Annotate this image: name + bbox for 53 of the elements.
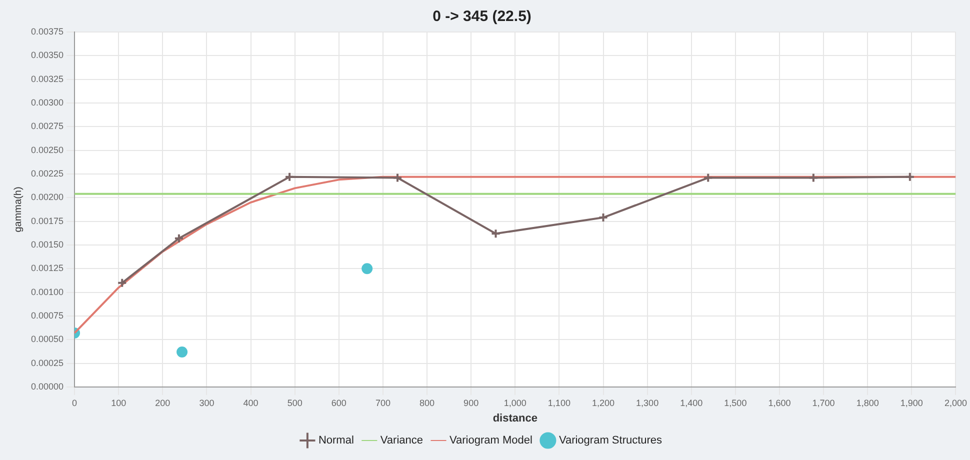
x-tick-label: 400 xyxy=(243,398,258,408)
point xyxy=(174,233,184,244)
y-axis-title: gamma(h) xyxy=(12,186,24,232)
x-tick-label: 1,200 xyxy=(592,398,615,408)
x-tick-label: 0 xyxy=(72,398,78,408)
y-tick-label: 0.00250 xyxy=(30,144,64,155)
y-tick-label: 0.00300 xyxy=(30,97,64,108)
x-tick-label: 500 xyxy=(287,398,302,408)
y-tick-label: 0.00175 xyxy=(30,216,64,226)
y-tick-label: 0.00150 xyxy=(30,239,64,250)
legend-label: Variogram Structures xyxy=(558,434,663,447)
x-tick-label: 1,800 xyxy=(856,398,879,408)
y-tick-label: 0.00000 xyxy=(30,381,64,392)
x-tick-label: 900 xyxy=(464,398,479,408)
x-tick-label: 100 xyxy=(111,398,126,408)
y-tick-label: 0.00375 xyxy=(30,26,64,36)
x-tick-label: 1,900 xyxy=(900,398,923,408)
y-tick-label: 0.00025 xyxy=(30,358,64,368)
chart-title: 0 -> 345 (22.5) xyxy=(432,8,532,26)
x-tick-label: 1,600 xyxy=(768,398,791,408)
x-tick-label: 1,700 xyxy=(812,398,835,408)
point xyxy=(392,172,402,183)
point xyxy=(284,172,295,182)
x-tick-label: 1,300 xyxy=(636,398,659,408)
x-tick-label: 600 xyxy=(331,398,346,408)
x-tick-label: 1,000 xyxy=(504,398,526,408)
x-tick-label: 1,500 xyxy=(724,398,747,408)
y-tick-label: 0.00275 xyxy=(30,121,64,132)
point xyxy=(362,263,373,274)
y-tick-label: 0.00350 xyxy=(30,50,64,60)
x-tick-label: 300 xyxy=(199,398,214,408)
x-tick-label: 800 xyxy=(420,398,435,408)
legend-label: Variance xyxy=(380,434,424,447)
x-tick-label: 1,100 xyxy=(548,398,570,408)
y-tick-label: 0.00125 xyxy=(30,263,64,274)
y-tick-label: 0.00200 xyxy=(30,192,64,202)
x-tick-label: 1,400 xyxy=(680,398,703,408)
y-tick-label: 0.00050 xyxy=(30,334,64,344)
point xyxy=(490,228,501,239)
y-tick-label: 0.00075 xyxy=(30,310,64,320)
x-tick-label: 700 xyxy=(375,398,390,408)
y-tick-label: 0.00225 xyxy=(30,168,64,178)
legend-label: Variogram Model xyxy=(450,434,532,447)
y-tick-label: 0.00100 xyxy=(30,286,64,297)
point xyxy=(598,212,608,223)
y-tick-label: 0.00325 xyxy=(30,74,64,84)
x-tick-label: 2,000 xyxy=(944,398,968,408)
point xyxy=(808,172,818,183)
x-axis-title: distance xyxy=(492,412,538,424)
point xyxy=(703,172,714,183)
point xyxy=(176,346,188,358)
x-tick-label: 200 xyxy=(155,398,170,408)
legend-label: Normal xyxy=(318,434,354,447)
